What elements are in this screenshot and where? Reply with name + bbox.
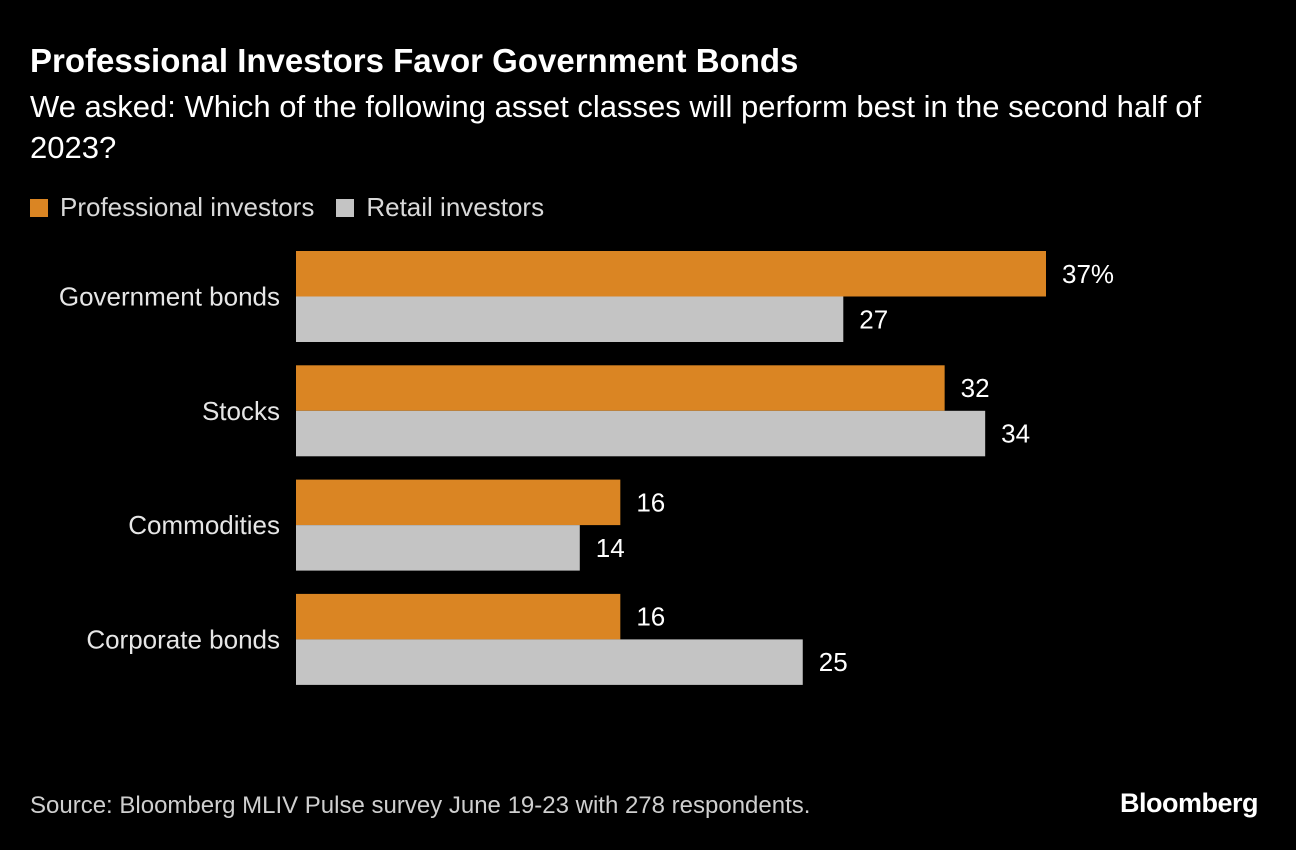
legend-swatch-professional [30,198,48,217]
data-label-retail-investors-government-bonds: 27 [859,304,888,334]
legend: Professional investors Retail investors [30,192,566,223]
bar-retail-investors-corporate-bonds [296,639,803,685]
category-label-commodities: Commodities [128,510,280,540]
bar-retail-investors-stocks [296,410,986,457]
bloomberg-logo: Bloomberg [1119,788,1259,818]
chart-title: Professional Investors Favor Government … [30,42,799,79]
bar-professional-investors-stocks [296,365,945,411]
data-label-professional-investors-government-bonds: 37% [1062,259,1114,289]
legend-item-professional: Professional investors [30,192,314,223]
bar-professional-investors-corporate-bonds [296,593,621,640]
category-label-government-bonds: Government bonds [59,282,280,312]
data-label-professional-investors-stocks: 32 [961,373,990,403]
bar-retail-investors-government-bonds [296,296,844,342]
chart-subtitle: We asked: Which of the following asset c… [30,89,1202,165]
data-label-professional-investors-corporate-bonds: 16 [636,602,665,632]
category-label-corporate-bonds: Corporate bonds [86,624,280,654]
bar-professional-investors-government-bonds [296,251,1046,297]
legend-item-retail: Retail investors [336,192,544,223]
legend-swatch-retail [336,198,355,217]
data-label-professional-investors-commodities: 16 [636,487,665,517]
data-label-retail-investors-corporate-bonds: 25 [819,647,848,677]
bar-professional-investors-commodities [296,479,621,526]
bar-retail-investors-commodities [296,525,580,571]
legend-label-professional: Professional investors [60,192,315,222]
category-label-stocks: Stocks [202,396,280,426]
source-note: Source: Bloomberg MLIV Pulse survey June… [30,792,811,819]
data-label-retail-investors-stocks: 34 [1001,419,1030,449]
legend-label-retail: Retail investors [366,192,545,222]
data-label-retail-investors-commodities: 14 [596,533,625,563]
